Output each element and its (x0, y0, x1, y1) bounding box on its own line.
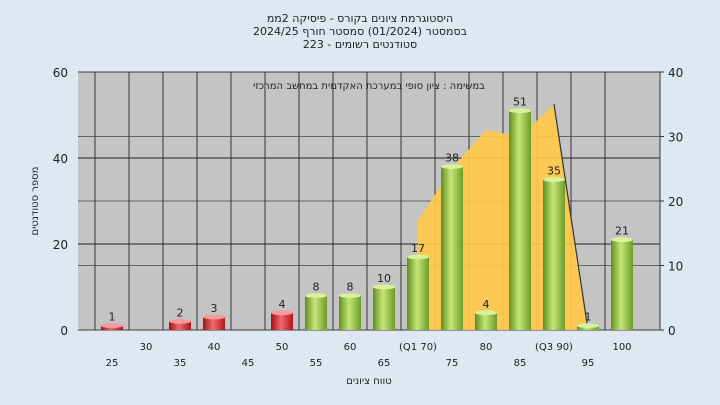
y-axis-ticks: 0 20 40 60 (53, 66, 68, 338)
bar-cap-100 (611, 237, 633, 243)
bar-value-label: 4 (279, 298, 286, 311)
bar-value-label: 10 (377, 272, 391, 285)
bar-value-label: 1 (109, 311, 116, 324)
y-axis-label: מספר סטודנטים (30, 167, 41, 236)
bar-body-40 (203, 317, 225, 330)
secondary-y-axis-ticks: 0 10 20 30 40 (660, 66, 683, 338)
y2-tick-label: 20 (668, 195, 683, 209)
bar-labels-group: 1 2 3 4 8 8 10 17 38 4 51 35 1 21 (109, 96, 630, 324)
x-tick-label: 85 (514, 358, 527, 369)
bar-cap-25 (101, 323, 123, 329)
y2-tick-label: 30 (668, 131, 683, 145)
y2-tick-label: 0 (668, 324, 676, 338)
bar-value-label: 38 (445, 152, 459, 165)
x-tick-label: 30 (140, 342, 153, 353)
bar-60 (339, 293, 361, 330)
y2-tick-label: 40 (668, 66, 683, 80)
bar-body-75 (441, 166, 463, 330)
bar-cap-90 (543, 177, 565, 182)
bar-value-label: 1 (585, 311, 592, 324)
bar-85 (509, 108, 531, 330)
bar-cap-80 (475, 310, 497, 316)
x-tick-label: 95 (582, 358, 595, 369)
bar-body-65 (373, 287, 395, 330)
x-tick-label: 45 (242, 358, 255, 369)
bar-55 (305, 293, 327, 330)
bar-value-label: 3 (211, 302, 218, 315)
x-tick-label: (Q1 70) (399, 342, 437, 353)
bar-65 (373, 284, 395, 330)
bar-body-85 (509, 110, 531, 330)
x-axis-ticks: 25 30 35 40 45 50 55 60 65 (Q1 70) 75 80 85 (Q3 90) 95… (106, 342, 632, 369)
x-axis-label: טווח ציונים (346, 376, 391, 387)
bars-group (101, 108, 633, 330)
bar-cap-35 (169, 319, 191, 324)
bar-90 (543, 177, 565, 330)
chart-title-line-3: סטודנטים רשומים - 223 (303, 38, 417, 51)
bar-50 (271, 310, 293, 330)
bar-95 (577, 323, 599, 330)
bar-cap-75 (441, 164, 463, 170)
x-tick-label: 55 (310, 358, 323, 369)
x-tick-label: 50 (276, 342, 289, 353)
y-tick-label: 20 (53, 238, 68, 252)
chart-title-line-2: בסמסטר (01/2024) סמסטר חורף 2024/25 (253, 25, 467, 38)
x-tick-label: (Q3 90) (535, 342, 573, 353)
bar-cap-70 (407, 254, 429, 260)
x-tick-label: 25 (106, 358, 119, 369)
chart-subtitle: במשימה : ציון סופי במערכת האקדמית במחשב … (253, 81, 485, 92)
x-tick-label: 65 (378, 358, 391, 369)
bar-value-label: 4 (483, 298, 490, 311)
bar-value-label: 51 (513, 96, 527, 109)
y-tick-label: 60 (53, 66, 68, 80)
bar-body-50 (271, 312, 293, 330)
bar-value-label: 17 (411, 242, 425, 255)
chart-title-line-1: היסטוגרמת ציונים בקורס - פיסיקה 2ממ (267, 12, 453, 25)
bar-body-60 (339, 295, 361, 330)
bar-cap-50 (271, 310, 293, 316)
bar-body-70 (407, 256, 429, 330)
secondary-area-outline (553, 104, 589, 331)
bar-body-35 (169, 321, 191, 330)
y-tick-label: 40 (53, 152, 68, 166)
bar-70 (407, 254, 429, 330)
bar-cap-55 (305, 293, 327, 298)
x-tick-label: 100 (612, 342, 631, 353)
bar-75 (441, 164, 463, 330)
bar-25 (101, 323, 123, 330)
bar-cap-60 (339, 293, 361, 298)
y-tick-label: 0 (60, 324, 68, 338)
bar-body-55 (305, 295, 327, 330)
bar-cap-65 (373, 284, 395, 290)
x-tick-label: 80 (480, 342, 493, 353)
bar-cap-40 (203, 314, 225, 320)
x-tick-label: 40 (208, 342, 221, 353)
bar-body-100 (611, 239, 633, 330)
bar-cap-85 (509, 108, 531, 114)
bar-80 (475, 310, 497, 330)
bar-40 (203, 314, 225, 330)
bar-100 (611, 237, 633, 330)
bar-body-80 (475, 312, 497, 330)
x-tick-label: 60 (344, 342, 357, 353)
bar-value-label: 8 (347, 281, 354, 294)
chart-titles: היסטוגרמת ציונים בקורס - פיסיקה 2ממ בסמס… (253, 12, 467, 51)
x-tick-label: 35 (174, 358, 187, 369)
bar-body-90 (543, 179, 565, 330)
bar-value-label: 21 (615, 225, 629, 238)
y2-tick-label: 10 (668, 260, 683, 274)
bar-value-label: 2 (177, 306, 184, 319)
bar-cap-95 (577, 323, 599, 329)
bar-value-label: 8 (313, 281, 320, 294)
x-tick-label: 75 (446, 358, 459, 369)
bar-value-label: 35 (547, 165, 561, 178)
bar-35 (169, 319, 191, 330)
